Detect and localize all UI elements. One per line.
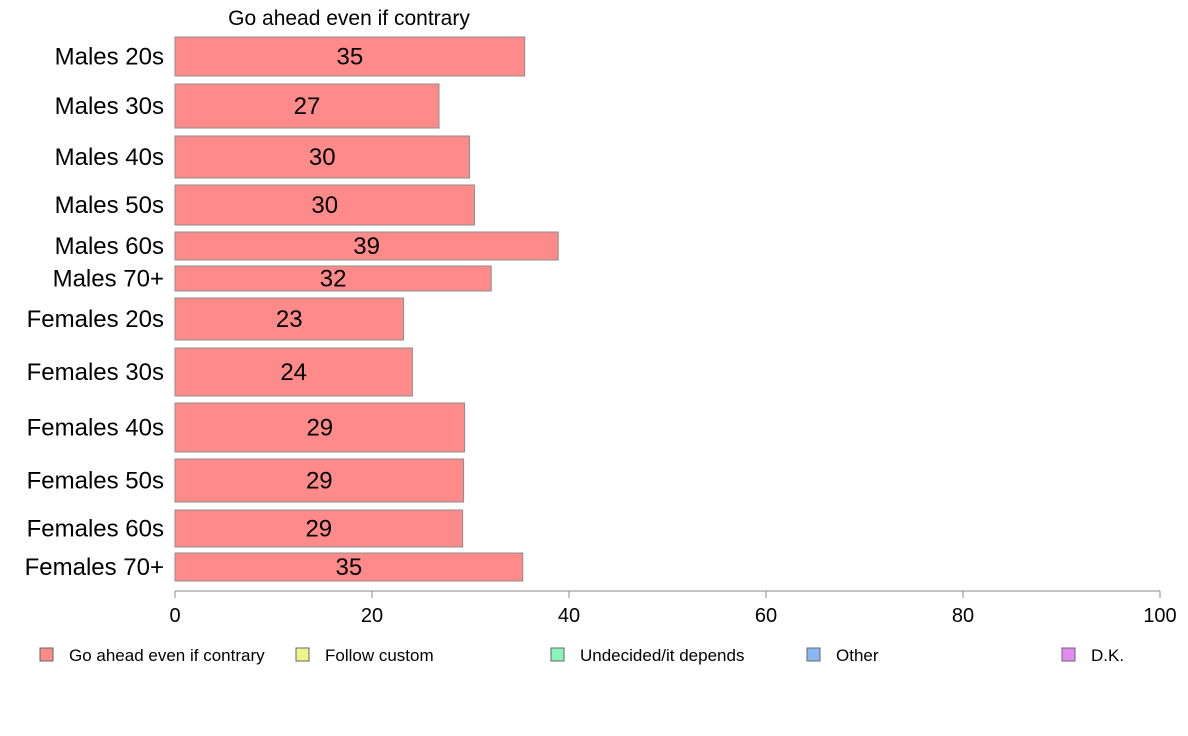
bar xyxy=(174,265,492,292)
legend-swatch xyxy=(39,647,54,662)
bar xyxy=(174,402,466,453)
legend-swatch xyxy=(806,647,821,662)
category-label: Females 70+ xyxy=(25,554,164,581)
value-label: 29 xyxy=(306,415,333,442)
x-axis: 0 20 40 60 80 100 xyxy=(169,590,1177,627)
x-tick-label: 0 xyxy=(169,605,180,627)
bar xyxy=(174,347,413,397)
value-label: 23 xyxy=(276,306,303,333)
value-label: 39 xyxy=(353,233,380,260)
x-tick-label: 60 xyxy=(755,605,777,627)
bar xyxy=(174,184,475,226)
value-label: 29 xyxy=(305,516,332,543)
bar xyxy=(174,509,464,548)
category-label: Females 40s xyxy=(27,415,164,442)
chart-title: Go ahead even if contrary xyxy=(228,7,470,30)
x-tick-label: 100 xyxy=(1143,605,1176,627)
legend-swatch xyxy=(1061,647,1076,662)
value-label: 32 xyxy=(320,266,347,293)
x-tick-label: 20 xyxy=(361,605,383,627)
bar xyxy=(174,36,526,77)
legend-label: D.K. xyxy=(1091,646,1124,665)
legend-label: Go ahead even if contrary xyxy=(69,646,265,665)
value-label: 27 xyxy=(294,93,321,120)
bar xyxy=(174,552,524,582)
category-label: Males 70+ xyxy=(53,266,164,293)
category-label: Females 30s xyxy=(27,359,164,386)
bar xyxy=(174,297,405,341)
value-label: 24 xyxy=(280,359,307,386)
value-label: 30 xyxy=(309,144,336,171)
category-label: Males 40s xyxy=(55,144,164,171)
category-label: Females 20s xyxy=(27,306,164,333)
x-tick-label: 40 xyxy=(558,605,580,627)
legend-label: Undecided/it depends xyxy=(580,646,744,665)
value-label: 30 xyxy=(311,192,338,219)
bar xyxy=(174,135,471,179)
value-label: 29 xyxy=(306,468,333,495)
x-tick-label: 80 xyxy=(952,605,974,627)
bar xyxy=(174,83,440,129)
legend-swatch xyxy=(550,647,565,662)
bars-group: Males 20s 35 Males 30s 27 Males 40s 30 Males 5… xyxy=(25,36,559,582)
category-label: Females 60s xyxy=(27,516,164,543)
category-label: Females 50s xyxy=(27,468,164,495)
category-label: Males 30s xyxy=(55,93,164,120)
category-label: Males 50s xyxy=(55,192,164,219)
bar xyxy=(174,458,465,503)
category-label: Males 60s xyxy=(55,233,164,260)
value-label: 35 xyxy=(336,44,363,71)
legend-label: Other xyxy=(836,646,879,665)
legend-label: Follow custom xyxy=(325,646,434,665)
legend: Go ahead even if contrary Follow custom Un… xyxy=(39,646,1124,665)
value-label: 35 xyxy=(336,554,363,581)
legend-swatch xyxy=(295,647,310,662)
bar xyxy=(174,231,559,261)
category-label: Males 20s xyxy=(55,44,164,71)
